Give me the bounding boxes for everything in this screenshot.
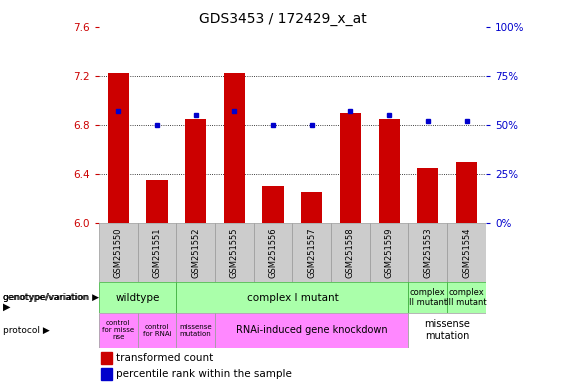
- Bar: [331, 223, 370, 282]
- Text: GSM251553: GSM251553: [423, 227, 432, 278]
- Text: wildtype: wildtype: [115, 293, 160, 303]
- Bar: [370, 223, 408, 282]
- Bar: [262, 186, 284, 223]
- Bar: [176, 223, 215, 282]
- Text: GDS3453 / 172429_x_at: GDS3453 / 172429_x_at: [199, 12, 366, 25]
- Text: GSM251558: GSM251558: [346, 227, 355, 278]
- Text: control
for misse
nse: control for misse nse: [102, 320, 134, 340]
- Bar: [293, 223, 331, 282]
- Bar: [224, 73, 245, 223]
- Text: GSM251554: GSM251554: [462, 227, 471, 278]
- Bar: [408, 282, 447, 313]
- Bar: [215, 313, 408, 348]
- Text: complex
III mutant: complex III mutant: [446, 288, 487, 307]
- Text: complex
II mutant: complex II mutant: [409, 288, 447, 307]
- Text: protocol ▶: protocol ▶: [3, 326, 50, 335]
- Text: missense
mutation: missense mutation: [424, 319, 470, 341]
- Bar: [456, 162, 477, 223]
- Text: GSM251550: GSM251550: [114, 227, 123, 278]
- Bar: [254, 223, 293, 282]
- Text: percentile rank within the sample: percentile rank within the sample: [116, 369, 292, 379]
- Bar: [408, 223, 447, 282]
- Text: missense
mutation: missense mutation: [179, 324, 212, 337]
- Text: control
for RNAi: control for RNAi: [142, 324, 171, 337]
- Text: GSM251557: GSM251557: [307, 227, 316, 278]
- Bar: [101, 368, 112, 381]
- Text: ▶: ▶: [3, 302, 10, 312]
- Bar: [417, 168, 438, 223]
- Bar: [138, 313, 176, 348]
- Text: genotype/variation: genotype/variation: [3, 293, 89, 302]
- Text: genotype/variation ▶: genotype/variation ▶: [3, 293, 99, 302]
- Text: complex I mutant: complex I mutant: [246, 293, 338, 303]
- Bar: [138, 223, 176, 282]
- Text: GSM251551: GSM251551: [153, 227, 162, 278]
- Text: GSM251559: GSM251559: [385, 227, 394, 278]
- Bar: [176, 313, 215, 348]
- Bar: [301, 192, 323, 223]
- Text: GSM251552: GSM251552: [191, 227, 200, 278]
- Bar: [408, 313, 486, 348]
- Text: RNAi-induced gene knockdown: RNAi-induced gene knockdown: [236, 325, 388, 335]
- Bar: [185, 119, 206, 223]
- Bar: [215, 223, 254, 282]
- Bar: [99, 313, 138, 348]
- Bar: [99, 282, 176, 313]
- Bar: [340, 113, 361, 223]
- Text: GSM251556: GSM251556: [268, 227, 277, 278]
- Bar: [146, 180, 168, 223]
- Bar: [107, 73, 129, 223]
- Text: GSM251555: GSM251555: [230, 227, 239, 278]
- Text: transformed count: transformed count: [116, 353, 214, 363]
- Bar: [447, 282, 486, 313]
- Bar: [447, 223, 486, 282]
- Bar: [99, 223, 138, 282]
- Bar: [379, 119, 400, 223]
- Bar: [101, 352, 112, 364]
- Bar: [176, 282, 408, 313]
